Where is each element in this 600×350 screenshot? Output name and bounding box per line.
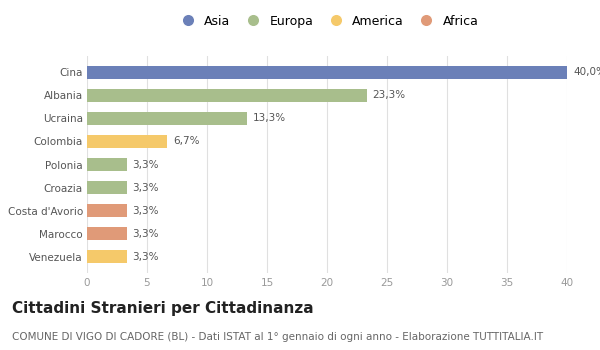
Bar [87, 135, 167, 148]
Legend: Asia, Europa, America, Africa: Asia, Europa, America, Africa [176, 14, 478, 28]
Bar [87, 228, 127, 240]
Text: 23,3%: 23,3% [373, 90, 406, 100]
Text: 6,7%: 6,7% [173, 136, 200, 146]
Text: 3,3%: 3,3% [133, 160, 159, 169]
Text: 13,3%: 13,3% [253, 113, 286, 123]
Bar [87, 89, 367, 102]
Bar [87, 204, 127, 217]
Bar [87, 181, 127, 194]
Text: 3,3%: 3,3% [133, 252, 159, 262]
Bar [87, 66, 567, 78]
Text: 3,3%: 3,3% [133, 229, 159, 239]
Text: 3,3%: 3,3% [133, 183, 159, 193]
Bar [87, 251, 127, 263]
Bar [87, 112, 247, 125]
Text: COMUNE DI VIGO DI CADORE (BL) - Dati ISTAT al 1° gennaio di ogni anno - Elaboraz: COMUNE DI VIGO DI CADORE (BL) - Dati IST… [12, 332, 543, 343]
Text: 40,0%: 40,0% [573, 67, 600, 77]
Text: 3,3%: 3,3% [133, 206, 159, 216]
Text: Cittadini Stranieri per Cittadinanza: Cittadini Stranieri per Cittadinanza [12, 301, 314, 316]
Bar [87, 158, 127, 171]
